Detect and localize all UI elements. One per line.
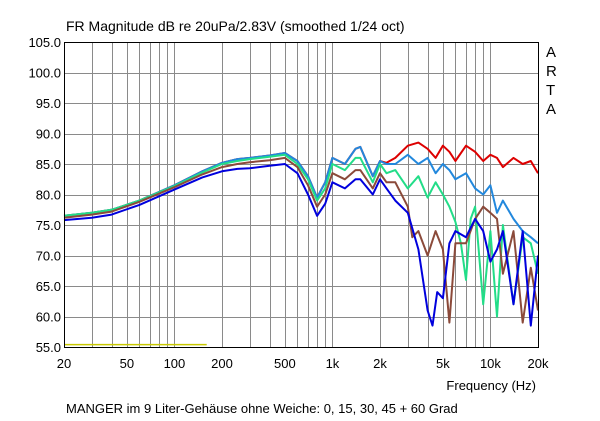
y-tick-label: 75.0 (36, 218, 61, 233)
y-tick-label: 60.0 (36, 310, 61, 325)
y-tick-label: 95.0 (36, 96, 61, 111)
x-tick-label: 50 (120, 356, 134, 371)
x-tick-label: 20k (528, 356, 549, 371)
brand-letter: A (546, 44, 556, 61)
brand-letter: R (546, 63, 557, 80)
brand-letter: A (546, 101, 556, 118)
y-tick-label: 65.0 (36, 279, 61, 294)
y-tick-label: 100.0 (28, 66, 61, 81)
chart-title: FR Magnitude dB re 20uPa/2.83V (smoothed… (66, 18, 405, 34)
y-tick-label: 70.0 (36, 249, 61, 264)
chart-caption: MANGER im 9 Liter-Gehäuse ohne Weiche: 0… (66, 401, 458, 416)
x-tick-label: 1k (326, 356, 340, 371)
plot-lines (63, 141, 539, 346)
series-line (63, 145, 539, 245)
series-line (63, 153, 539, 318)
x-tick-label: 5k (436, 356, 450, 371)
y-axis-ticks: 55.0 60.0 65.0 70.0 75.0 80.0 85.0 90.0 95.0 100.… (28, 35, 61, 355)
y-tick-label: 105.0 (28, 35, 61, 50)
y-tick-label: 80.0 (36, 188, 61, 203)
x-tick-label: 20 (57, 356, 71, 371)
y-tick-label: 55.0 (36, 340, 61, 355)
x-axis-ticks: 20 50 100 200 500 1k 2k 5k 10k 20k (57, 356, 549, 371)
brand-letter: T (546, 82, 555, 99)
x-tick-label: 200 (211, 356, 233, 371)
series-line (63, 163, 539, 327)
x-tick-label: 100 (164, 356, 186, 371)
x-axis-label: Frequency (Hz) (446, 378, 536, 393)
x-tick-label: 2k (373, 356, 387, 371)
x-tick-label: 500 (274, 356, 296, 371)
y-tick-label: 90.0 (36, 127, 61, 142)
plot-frame (64, 42, 539, 348)
series-line (63, 156, 539, 324)
x-tick-label: 10k (480, 356, 501, 371)
y-tick-label: 85.0 (36, 157, 61, 172)
